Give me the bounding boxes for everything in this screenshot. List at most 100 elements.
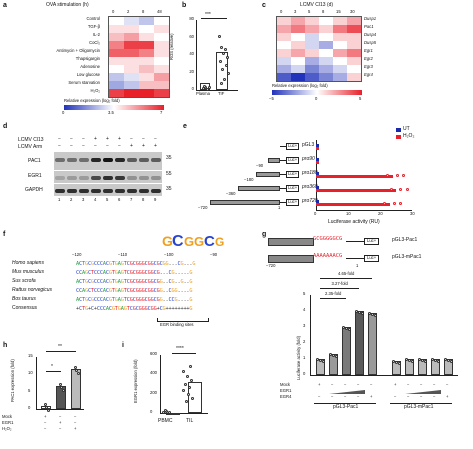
panel-a-heat-cell xyxy=(154,17,169,25)
panel-f-base: G xyxy=(180,261,184,267)
panel-g-fold-line xyxy=(320,288,359,289)
panel-c-heat-cell xyxy=(333,73,347,81)
panel-e-link xyxy=(280,146,286,147)
panel-f-base: A xyxy=(102,270,106,276)
panel-c-heat-cell xyxy=(305,57,319,65)
panel-a-col-label: 48 xyxy=(157,9,162,14)
panel-a-scale-title: Relative expression (log₂ fold) xyxy=(64,98,120,103)
panel-f-base: . xyxy=(159,270,163,276)
panel-b-xaxis xyxy=(196,90,238,91)
panel-f-base: . xyxy=(180,288,184,294)
panel-f-base: G xyxy=(162,261,166,267)
panel-a-heat-cell xyxy=(124,81,139,89)
panel-g-mock-mark: + xyxy=(318,382,321,387)
panel-f-base: . xyxy=(165,279,169,285)
panel-d-arm-mark: + xyxy=(130,143,133,149)
panel-e-promoter-box xyxy=(210,200,280,205)
panel-b-dot xyxy=(226,56,229,59)
panel-c-heat-cell xyxy=(277,33,291,41)
panel-f-base: C xyxy=(90,306,94,312)
panel-i-bar xyxy=(188,382,202,413)
panel-i-dot xyxy=(185,400,188,403)
panel-g-wt-luc: Luc+ xyxy=(364,238,380,245)
panel-i-dot xyxy=(186,375,189,378)
panel-d-lane-number: 8 xyxy=(142,197,145,202)
panel-f-base: . xyxy=(162,279,166,285)
panel-f-base: G xyxy=(132,306,136,312)
panel-g-ytick: 5 xyxy=(303,291,306,296)
panel-c-heat-cell xyxy=(347,49,361,57)
panel-b-cat-tif: TIF xyxy=(218,91,225,96)
panel-e-construct-name: pro180 xyxy=(302,170,318,176)
panel-c-row-label: Egr3 xyxy=(364,64,373,69)
panel-a-row-label: Thapsigargin xyxy=(75,56,100,61)
panel-f-base: G xyxy=(159,297,163,303)
panel-c-row-label: Egr4 xyxy=(364,72,373,77)
panel-f-base: + xyxy=(174,306,178,312)
panel-g-fold-label: 2.35-fold xyxy=(325,291,342,296)
panel-d-arm-mark: + xyxy=(154,143,157,149)
panel-f-base: . xyxy=(165,297,169,303)
panel-f-base: G xyxy=(138,297,142,303)
panel-i-dot xyxy=(162,411,165,414)
panel-c-heat-cell xyxy=(305,49,319,57)
panel-f-base: C xyxy=(105,261,109,267)
svg-text:C: C xyxy=(204,233,215,250)
panel-f-base: G xyxy=(150,270,154,276)
panel-f-base: . xyxy=(186,297,190,303)
panel-f-base: G xyxy=(129,270,133,276)
panel-f-base: T xyxy=(111,261,115,267)
panel-i-dot xyxy=(191,397,194,400)
panel-g-fold-line xyxy=(320,298,346,299)
panel-f-base: T xyxy=(111,288,115,294)
panel-c-heat-cell xyxy=(305,17,319,25)
panel-c-heat-cell xyxy=(333,65,347,73)
panel-d-arm-label: LCMV Arm xyxy=(18,144,43,150)
panel-a-heat-cell xyxy=(109,17,124,25)
panel-h-bar xyxy=(71,369,81,409)
panel-e-dot xyxy=(383,202,387,205)
panel-h-mark: + xyxy=(44,414,47,419)
panel-d-band-pac1 xyxy=(103,158,113,162)
panel-f-base: + xyxy=(168,306,172,312)
panel-f-base: G xyxy=(135,261,139,267)
panel-f-base: G xyxy=(141,279,145,285)
panel-e-bar-ut xyxy=(316,186,320,189)
panel-b-ytick: 40 xyxy=(189,51,194,56)
panel-f-base: T xyxy=(81,261,85,267)
panel-f-base: G xyxy=(135,270,139,276)
panel-i-dot xyxy=(187,393,190,396)
panel-g-fold-line xyxy=(320,278,372,279)
panel-b-dot xyxy=(220,46,223,49)
panel-c-col-label: 8 xyxy=(322,9,325,14)
panel-c-col-label: 3 xyxy=(294,9,297,14)
panel-f-base: C xyxy=(159,306,163,312)
panel-g-bar xyxy=(342,327,351,375)
panel-f-base: . xyxy=(162,270,166,276)
panel-f-base: A xyxy=(76,297,79,303)
panel-a-heat-cell xyxy=(109,49,124,57)
panel-f-base: G xyxy=(141,288,145,294)
panel-d-arm-mark: − xyxy=(106,143,109,149)
panel-f-base: C xyxy=(102,306,106,312)
panel-g-dot xyxy=(444,358,447,361)
panel-f-base: G xyxy=(84,297,88,303)
panel-f-base: G xyxy=(84,306,88,312)
panel-d-band-egr1 xyxy=(67,176,77,180)
panel-b-ylabel: ROS (relative) xyxy=(169,33,174,60)
panel-d-arm-mark: + xyxy=(142,143,145,149)
panel-d-cl13-mark: + xyxy=(106,136,109,142)
panel-i-cat-pbmc: PBMC xyxy=(158,418,173,424)
panel-f-position: −90 xyxy=(210,252,218,257)
panel-f-base: G xyxy=(174,297,178,303)
panel-d-lane-number: 6 xyxy=(118,197,121,202)
panel-d-cl13-mark: + xyxy=(118,136,121,142)
panel-f-base: C xyxy=(99,261,103,267)
panel-c-heat-cell xyxy=(277,17,291,25)
panel-g-row-label: EGR1 xyxy=(280,388,292,393)
svg-text:G: G xyxy=(162,233,173,249)
panel-c-heat-cell xyxy=(347,33,361,41)
panel-f-sequence-row: ACTGCGCCCACGTGAGTCGCGGGCGGCGG..CCG....G xyxy=(76,297,193,303)
panel-f-base: G xyxy=(144,306,148,312)
panel-c-heat-cell xyxy=(319,57,333,65)
